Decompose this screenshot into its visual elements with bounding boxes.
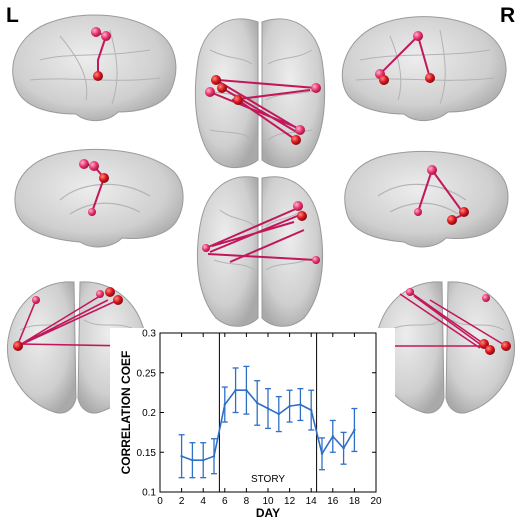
y-tick-label: 0.1: [142, 488, 156, 499]
x-axis-label: DAY: [256, 506, 280, 520]
node: [447, 215, 457, 225]
x-tick-label: 6: [222, 496, 228, 507]
data-point: [299, 403, 302, 406]
x-tick-label: 12: [284, 496, 296, 507]
data-point: [212, 455, 216, 458]
node: [295, 125, 305, 135]
y-tick-label: 0.2: [142, 408, 156, 419]
node: [202, 244, 210, 252]
node: [99, 173, 109, 183]
x-tick-label: 20: [370, 496, 382, 507]
data-point: [245, 389, 248, 392]
node: [312, 256, 320, 264]
y-axis-label: CORRELATION COEF: [119, 351, 133, 475]
node: [414, 208, 422, 216]
node: [13, 341, 23, 351]
data-point: [331, 435, 334, 438]
x-tick-label: 10: [262, 496, 274, 507]
brain-right-frontal: [375, 281, 515, 414]
brain-right-medial: [344, 150, 509, 248]
y-tick-label: 0.3: [142, 329, 156, 340]
node: [425, 73, 435, 83]
node: [105, 287, 115, 297]
node: [459, 207, 469, 217]
node: [113, 295, 123, 305]
data-point: [180, 455, 183, 458]
node: [91, 27, 101, 37]
chart-background: [110, 328, 395, 521]
data-point: [320, 452, 324, 456]
x-tick-label: 2: [179, 496, 185, 507]
brain-top-view: [194, 18, 326, 168]
node: [211, 75, 221, 85]
data-point: [234, 389, 237, 392]
node: [291, 135, 301, 145]
x-tick-label: 4: [200, 496, 206, 507]
node: [297, 211, 307, 221]
node: [413, 31, 423, 41]
left-hemisphere-label: L: [6, 4, 19, 27]
node: [406, 288, 414, 296]
node: [79, 159, 89, 169]
data-point: [256, 401, 259, 405]
node: [311, 83, 321, 93]
data-point: [223, 403, 226, 406]
data-point: [277, 412, 280, 416]
node: [101, 31, 111, 41]
x-tick-label: 18: [349, 496, 361, 507]
x-tick-label: 8: [244, 496, 250, 507]
node: [96, 290, 104, 298]
node: [482, 294, 490, 302]
node: [89, 161, 99, 171]
data-point: [288, 404, 291, 408]
node: [485, 345, 495, 355]
node: [88, 208, 96, 216]
correlation-chart: 0 2 4 6 8 10 12 14 16 18 20 0.1 0.15 0.2 0.25 0.3 STORY D…: [110, 328, 395, 521]
brain-right-lateral: [341, 16, 507, 121]
data-point: [202, 459, 205, 462]
data-point: [353, 428, 356, 432]
node: [217, 83, 227, 93]
data-point: [310, 408, 313, 412]
node: [427, 165, 437, 175]
node: [293, 201, 303, 211]
x-tick-label: 14: [306, 496, 318, 507]
data-point: [342, 447, 345, 450]
y-tick-label: 0.25: [137, 368, 157, 379]
data-point: [266, 407, 270, 410]
x-tick-label: 16: [327, 496, 339, 507]
right-hemisphere-label: R: [500, 4, 516, 27]
x-tick-label: 0: [157, 496, 163, 507]
node: [501, 341, 511, 351]
brain-left-medial: [14, 148, 184, 248]
brain-left-lateral: [12, 14, 177, 121]
node: [233, 95, 243, 105]
node: [379, 75, 389, 85]
data-point: [191, 459, 194, 462]
node: [205, 87, 215, 97]
node: [32, 296, 40, 304]
chart-marks: 0 2 4 6 8 10 12 14 16 18 20 0.1 0.15 0.2 0.25 0.3 STORY D…: [119, 329, 382, 521]
story-annotation: STORY: [251, 474, 285, 485]
y-tick-label: 0.15: [137, 448, 157, 459]
brain-bottom-view: [196, 176, 324, 327]
node: [93, 71, 103, 81]
